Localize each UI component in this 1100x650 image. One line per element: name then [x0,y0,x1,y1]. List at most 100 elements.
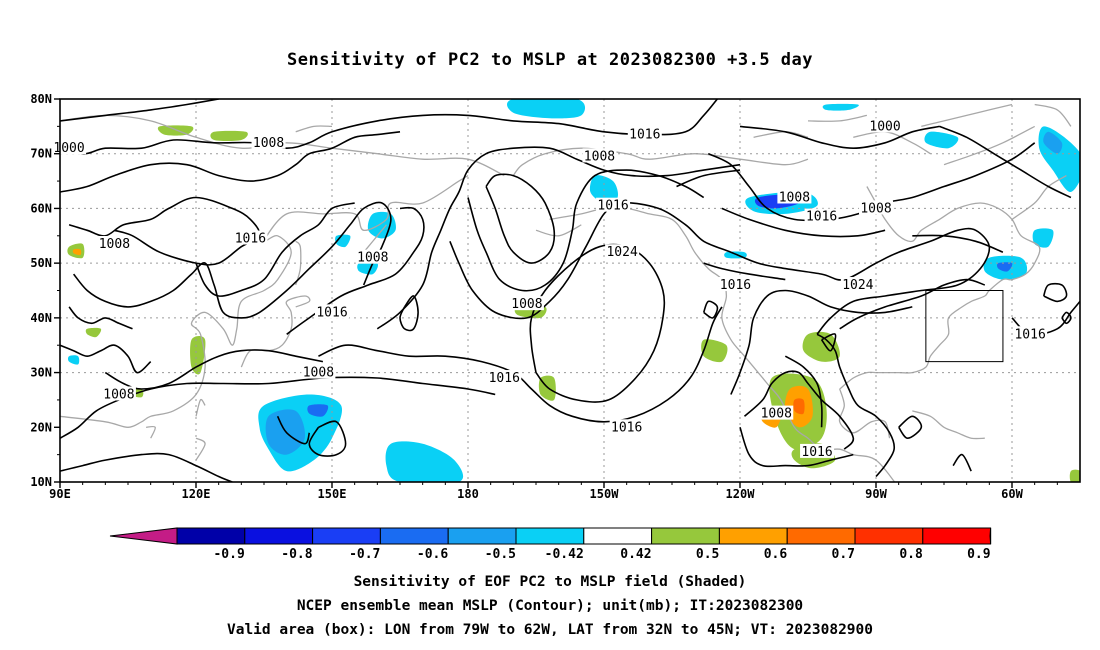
sensitivity-patch [1069,469,1080,482]
mslp-contour [318,306,723,423]
lon-tick-label: 120E [182,487,211,501]
sensitivity-patch [1032,228,1054,248]
contour-label-bg [627,126,662,141]
mslp-contour [721,207,886,238]
contour-label-bg [251,134,286,149]
mslp-contour [376,146,741,330]
colorbar-segment [718,527,788,545]
coastline [1034,103,1072,127]
coastline [853,131,931,155]
mslp-contour [485,173,556,264]
contour-label-bg [487,370,522,385]
lat-tick-label: 10N [30,475,52,489]
coastline [146,425,156,439]
mslp-contour [939,125,1072,199]
contour-label-bg [800,443,835,458]
contour-label-bg [609,419,644,434]
mslp-contour [60,131,401,193]
sensitivity-patch [210,130,248,142]
coastline [838,388,891,439]
colorbar-label: 0.8 [899,547,923,562]
sensitivity-patch [802,331,840,362]
coastline [295,240,302,286]
colorbar-label: -0.9 [213,547,244,562]
mslp-contour [60,99,718,155]
contour-label: 1024 [606,245,637,260]
colorbar-label: -0.5 [485,547,516,562]
lon-tick-label: 150E [318,487,347,501]
colorbar-segment [922,527,992,545]
contour-label-bg [233,230,268,245]
mslp-contour [743,370,855,450]
contour-label-bg [101,386,136,401]
contour-label-bg [804,208,839,223]
contour-label-bg [301,364,336,379]
mslp-contour [702,300,719,319]
colorbar-label: 0.6 [764,547,788,562]
coastline [60,114,505,177]
sensitivity-patch [85,327,102,338]
contour-label: 1016 [235,232,266,247]
coastline [295,125,333,133]
contour-label: 1008 [103,387,134,402]
mslp-contour [820,333,837,352]
sensitivity-patch [924,131,959,149]
lat-tick-label: 60N [30,201,52,215]
lon-tick-label: 180 [457,487,479,501]
colorbar-segment [176,527,246,545]
coastline [1011,175,1067,220]
gridlines [60,99,1080,482]
mslp-contour [68,196,261,266]
lat-tick-label: 40N [30,311,52,325]
colorbar-segment [854,527,924,545]
sensitivity-patch [307,404,329,417]
colorbar-segment [312,527,381,545]
sensitivity-patch [822,103,859,111]
contour-label-bg [868,118,903,133]
sensitivity-patch [507,99,586,119]
contour-label: 1008 [303,366,334,381]
mslp-contour [707,142,1036,222]
contour-label: 1016 [1014,327,1045,342]
contour-label-bg [97,235,132,250]
colorbar-label: 0.5 [696,547,719,562]
contour-label-bg [718,277,753,292]
mslp-contour [449,201,991,335]
colorbar-label: 0.9 [967,547,990,562]
contour-label: 1008 [357,251,388,266]
contour-label: 1008 [860,201,891,216]
lat-tick-label: 30N [30,366,52,380]
mslp-contour [399,295,419,332]
sensitivity-patch [996,262,1013,272]
contour-label-bg [509,296,544,311]
mslp-contour [952,453,972,472]
contour-label: 1024 [842,278,873,293]
colorbar: -0.9 -0.8 -0.7 -0.6 -0.5 -0.42 0.42 0.5 0.6 0.7 0.… [109,527,992,562]
contour-label: 1008 [99,237,130,252]
mslp-contour [68,306,133,330]
mslp-contour [898,415,923,440]
coastline [921,103,1013,128]
contour-label: 1016 [316,305,347,320]
contour-label: 1008 [584,149,615,164]
mslp-contour [912,234,1004,253]
mslp-contour [839,278,986,330]
contour-label: 1008 [761,407,792,422]
contour-label: 1016 [720,278,751,293]
colorbar-label: -0.7 [349,547,380,562]
sensitivity-patch [701,339,728,363]
contour-label: 1016 [489,371,520,386]
colorbar-label: -0.6 [417,547,448,562]
contour-label-bg [840,277,875,292]
caption-line-2: NCEP ensemble mean MSLP (Contour); unit(… [296,598,804,614]
colorbar-segment [583,527,653,545]
contour-label: 1008 [253,136,284,151]
contour-label: 1000 [53,141,84,156]
mslp-contour [467,169,705,292]
colorbar-segment [244,527,314,545]
colorbar-segment [651,527,720,545]
colorbar-label: -0.8 [281,547,312,562]
contour-label-bg [315,304,349,319]
mslp-contours [60,99,1080,482]
